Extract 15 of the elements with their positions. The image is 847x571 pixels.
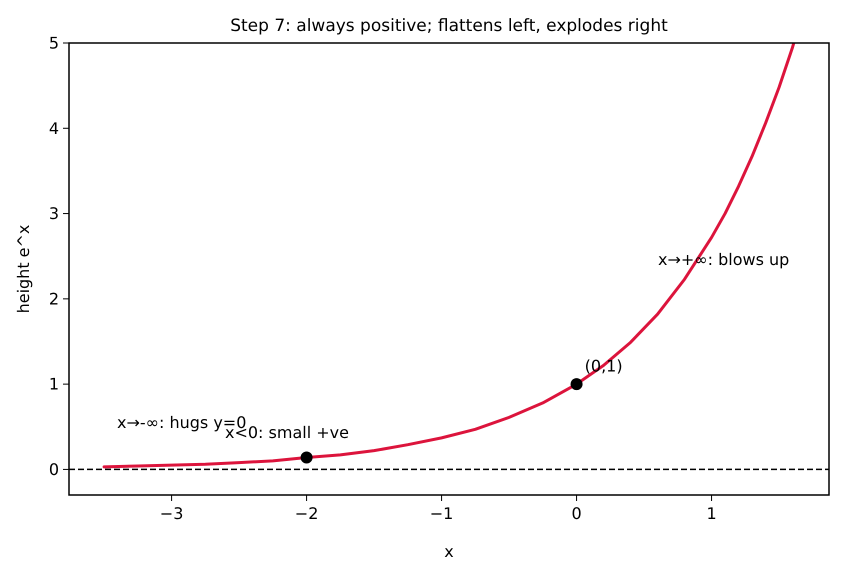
y-axis-title: height e^x [14,224,33,314]
y-tick-label: 2 [48,289,59,308]
y-tick-label: 3 [48,204,59,224]
x-axis-title: x [444,542,454,561]
y-tick-label: 4 [48,118,59,138]
x-tick-label: −2 [294,504,318,523]
x-tick-label: −1 [430,504,454,523]
y-tick-label: 5 [48,34,59,53]
x-tick-label: −3 [160,504,184,523]
x-tick-label: 0 [571,504,582,523]
chart-title: Step 7: always positive; flattens left, explodes right [230,16,668,36]
x-tick-label: 1 [706,504,717,523]
line-series [102,43,796,468]
y-tick-label: 1 [48,374,59,394]
y-tick-label: 0 [48,460,59,480]
